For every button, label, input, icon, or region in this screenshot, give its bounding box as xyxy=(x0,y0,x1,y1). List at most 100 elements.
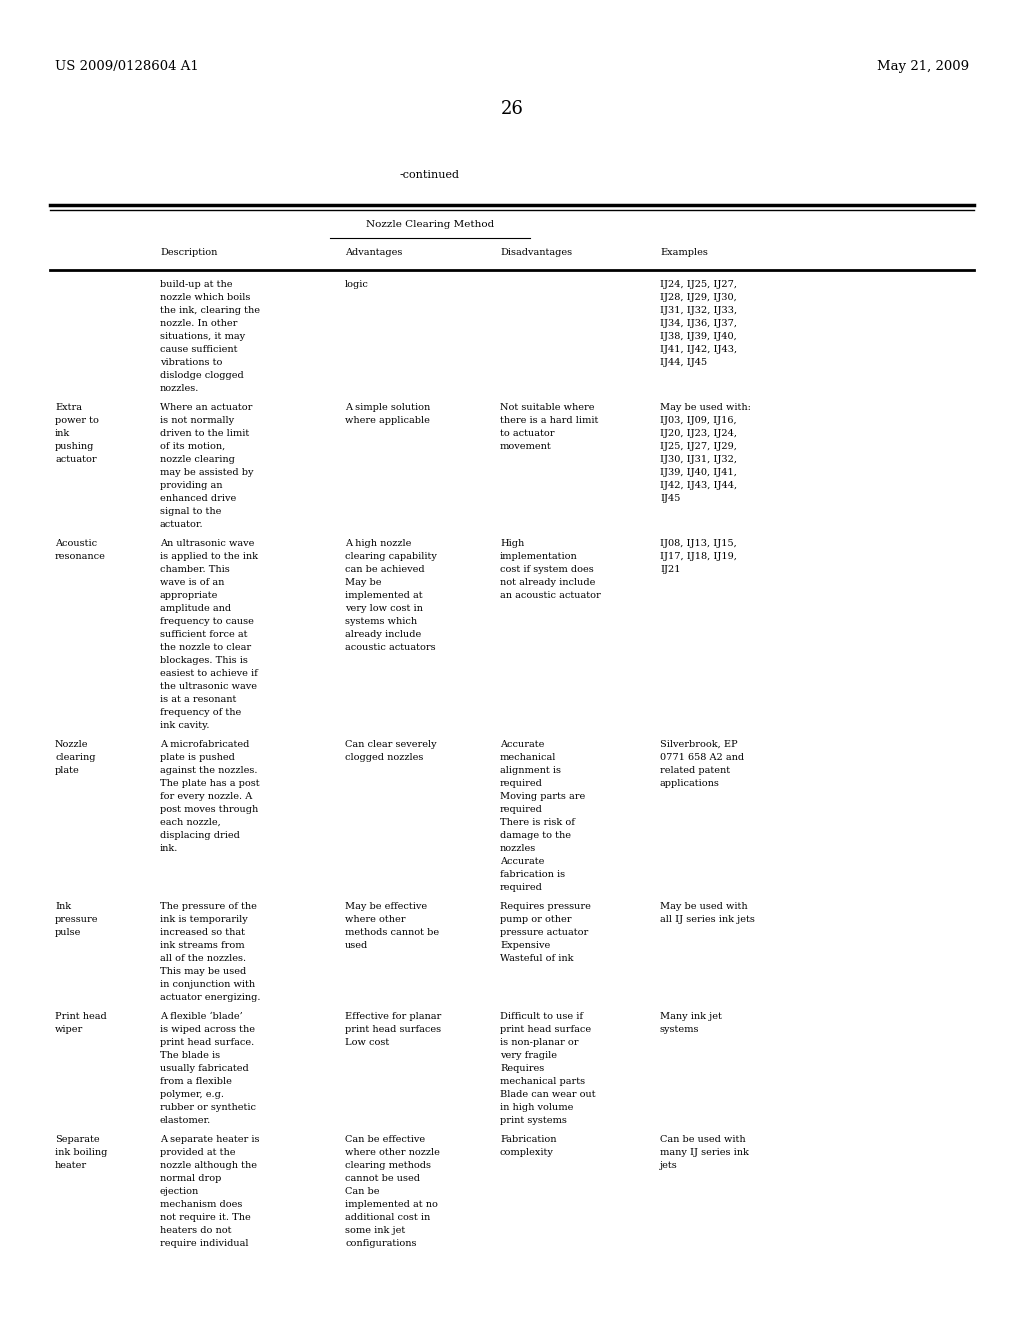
Text: Many ink jet: Many ink jet xyxy=(660,1012,722,1020)
Text: 26: 26 xyxy=(501,100,523,117)
Text: against the nozzles.: against the nozzles. xyxy=(160,766,257,775)
Text: methods cannot be: methods cannot be xyxy=(345,928,439,937)
Text: amplitude and: amplitude and xyxy=(160,605,231,612)
Text: Acoustic: Acoustic xyxy=(55,539,97,548)
Text: may be assisted by: may be assisted by xyxy=(160,469,254,477)
Text: vibrations to: vibrations to xyxy=(160,358,222,367)
Text: is at a resonant: is at a resonant xyxy=(160,696,237,704)
Text: mechanism does: mechanism does xyxy=(160,1200,243,1209)
Text: already include: already include xyxy=(345,630,421,639)
Text: movement: movement xyxy=(500,442,552,451)
Text: normal drop: normal drop xyxy=(160,1173,221,1183)
Text: 0771 658 A2 and: 0771 658 A2 and xyxy=(660,752,744,762)
Text: clearing: clearing xyxy=(55,752,95,762)
Text: nozzle. In other: nozzle. In other xyxy=(160,319,238,327)
Text: Nozzle: Nozzle xyxy=(55,741,88,748)
Text: rubber or synthetic: rubber or synthetic xyxy=(160,1104,256,1111)
Text: actuator: actuator xyxy=(55,455,96,465)
Text: is not normally: is not normally xyxy=(160,416,234,425)
Text: print systems: print systems xyxy=(500,1115,567,1125)
Text: Examples: Examples xyxy=(660,248,708,257)
Text: cannot be used: cannot be used xyxy=(345,1173,420,1183)
Text: where other: where other xyxy=(345,915,406,924)
Text: There is risk of: There is risk of xyxy=(500,818,574,828)
Text: US 2009/0128604 A1: US 2009/0128604 A1 xyxy=(55,59,199,73)
Text: systems which: systems which xyxy=(345,616,417,626)
Text: ink.: ink. xyxy=(160,843,178,853)
Text: resonance: resonance xyxy=(55,552,105,561)
Text: High: High xyxy=(500,539,524,548)
Text: implemented at: implemented at xyxy=(345,591,423,601)
Text: IJ20, IJ23, IJ24,: IJ20, IJ23, IJ24, xyxy=(660,429,737,438)
Text: IJ08, IJ13, IJ15,: IJ08, IJ13, IJ15, xyxy=(660,539,736,548)
Text: print head surface: print head surface xyxy=(500,1026,591,1034)
Text: provided at the: provided at the xyxy=(160,1148,236,1158)
Text: damage to the: damage to the xyxy=(500,832,571,840)
Text: frequency of the: frequency of the xyxy=(160,708,242,717)
Text: very fragile: very fragile xyxy=(500,1051,557,1060)
Text: alignment is: alignment is xyxy=(500,766,561,775)
Text: IJ30, IJ31, IJ32,: IJ30, IJ31, IJ32, xyxy=(660,455,737,465)
Text: -continued: -continued xyxy=(400,170,460,180)
Text: is applied to the ink: is applied to the ink xyxy=(160,552,258,561)
Text: from a flexible: from a flexible xyxy=(160,1077,231,1086)
Text: systems: systems xyxy=(660,1026,699,1034)
Text: Accurate: Accurate xyxy=(500,857,545,866)
Text: nozzles.: nozzles. xyxy=(160,384,200,393)
Text: A separate heater is: A separate heater is xyxy=(160,1135,259,1144)
Text: required: required xyxy=(500,779,543,788)
Text: blockages. This is: blockages. This is xyxy=(160,656,248,665)
Text: IJ44, IJ45: IJ44, IJ45 xyxy=(660,358,708,367)
Text: in high volume: in high volume xyxy=(500,1104,573,1111)
Text: IJ17, IJ18, IJ19,: IJ17, IJ18, IJ19, xyxy=(660,552,737,561)
Text: nozzle clearing: nozzle clearing xyxy=(160,455,234,465)
Text: IJ45: IJ45 xyxy=(660,494,680,503)
Text: applications: applications xyxy=(660,779,720,788)
Text: The blade is: The blade is xyxy=(160,1051,220,1060)
Text: pressure actuator: pressure actuator xyxy=(500,928,588,937)
Text: Blade can wear out: Blade can wear out xyxy=(500,1090,596,1100)
Text: for every nozzle. A: for every nozzle. A xyxy=(160,792,252,801)
Text: sufficient force at: sufficient force at xyxy=(160,630,248,639)
Text: actuator energizing.: actuator energizing. xyxy=(160,993,260,1002)
Text: easiest to achieve if: easiest to achieve if xyxy=(160,669,258,678)
Text: nozzles: nozzles xyxy=(500,843,537,853)
Text: the ultrasonic wave: the ultrasonic wave xyxy=(160,682,257,690)
Text: IJ21: IJ21 xyxy=(660,565,681,574)
Text: ejection: ejection xyxy=(160,1187,200,1196)
Text: IJ38, IJ39, IJ40,: IJ38, IJ39, IJ40, xyxy=(660,333,736,341)
Text: driven to the limit: driven to the limit xyxy=(160,429,249,438)
Text: Description: Description xyxy=(160,248,217,257)
Text: ink streams from: ink streams from xyxy=(160,941,245,950)
Text: print head surface.: print head surface. xyxy=(160,1038,254,1047)
Text: Print head: Print head xyxy=(55,1012,106,1020)
Text: plate: plate xyxy=(55,766,80,775)
Text: build-up at the: build-up at the xyxy=(160,280,232,289)
Text: fabrication is: fabrication is xyxy=(500,870,565,879)
Text: mechanical: mechanical xyxy=(500,752,556,762)
Text: usually fabricated: usually fabricated xyxy=(160,1064,249,1073)
Text: acoustic actuators: acoustic actuators xyxy=(345,643,435,652)
Text: ink: ink xyxy=(55,429,71,438)
Text: Can clear severely: Can clear severely xyxy=(345,741,436,748)
Text: ink boiling: ink boiling xyxy=(55,1148,108,1158)
Text: heaters do not: heaters do not xyxy=(160,1226,231,1236)
Text: Requires pressure: Requires pressure xyxy=(500,902,591,911)
Text: logic: logic xyxy=(345,280,369,289)
Text: wave is of an: wave is of an xyxy=(160,578,224,587)
Text: A simple solution: A simple solution xyxy=(345,403,430,412)
Text: Difficult to use if: Difficult to use if xyxy=(500,1012,583,1020)
Text: providing an: providing an xyxy=(160,480,222,490)
Text: in conjunction with: in conjunction with xyxy=(160,979,255,989)
Text: actuator.: actuator. xyxy=(160,520,204,529)
Text: May be effective: May be effective xyxy=(345,902,427,911)
Text: jets: jets xyxy=(660,1162,678,1170)
Text: pump or other: pump or other xyxy=(500,915,571,924)
Text: some ink jet: some ink jet xyxy=(345,1226,406,1236)
Text: Wasteful of ink: Wasteful of ink xyxy=(500,954,573,964)
Text: May 21, 2009: May 21, 2009 xyxy=(877,59,969,73)
Text: enhanced drive: enhanced drive xyxy=(160,494,237,503)
Text: where applicable: where applicable xyxy=(345,416,430,425)
Text: Can be effective: Can be effective xyxy=(345,1135,425,1144)
Text: complexity: complexity xyxy=(500,1148,554,1158)
